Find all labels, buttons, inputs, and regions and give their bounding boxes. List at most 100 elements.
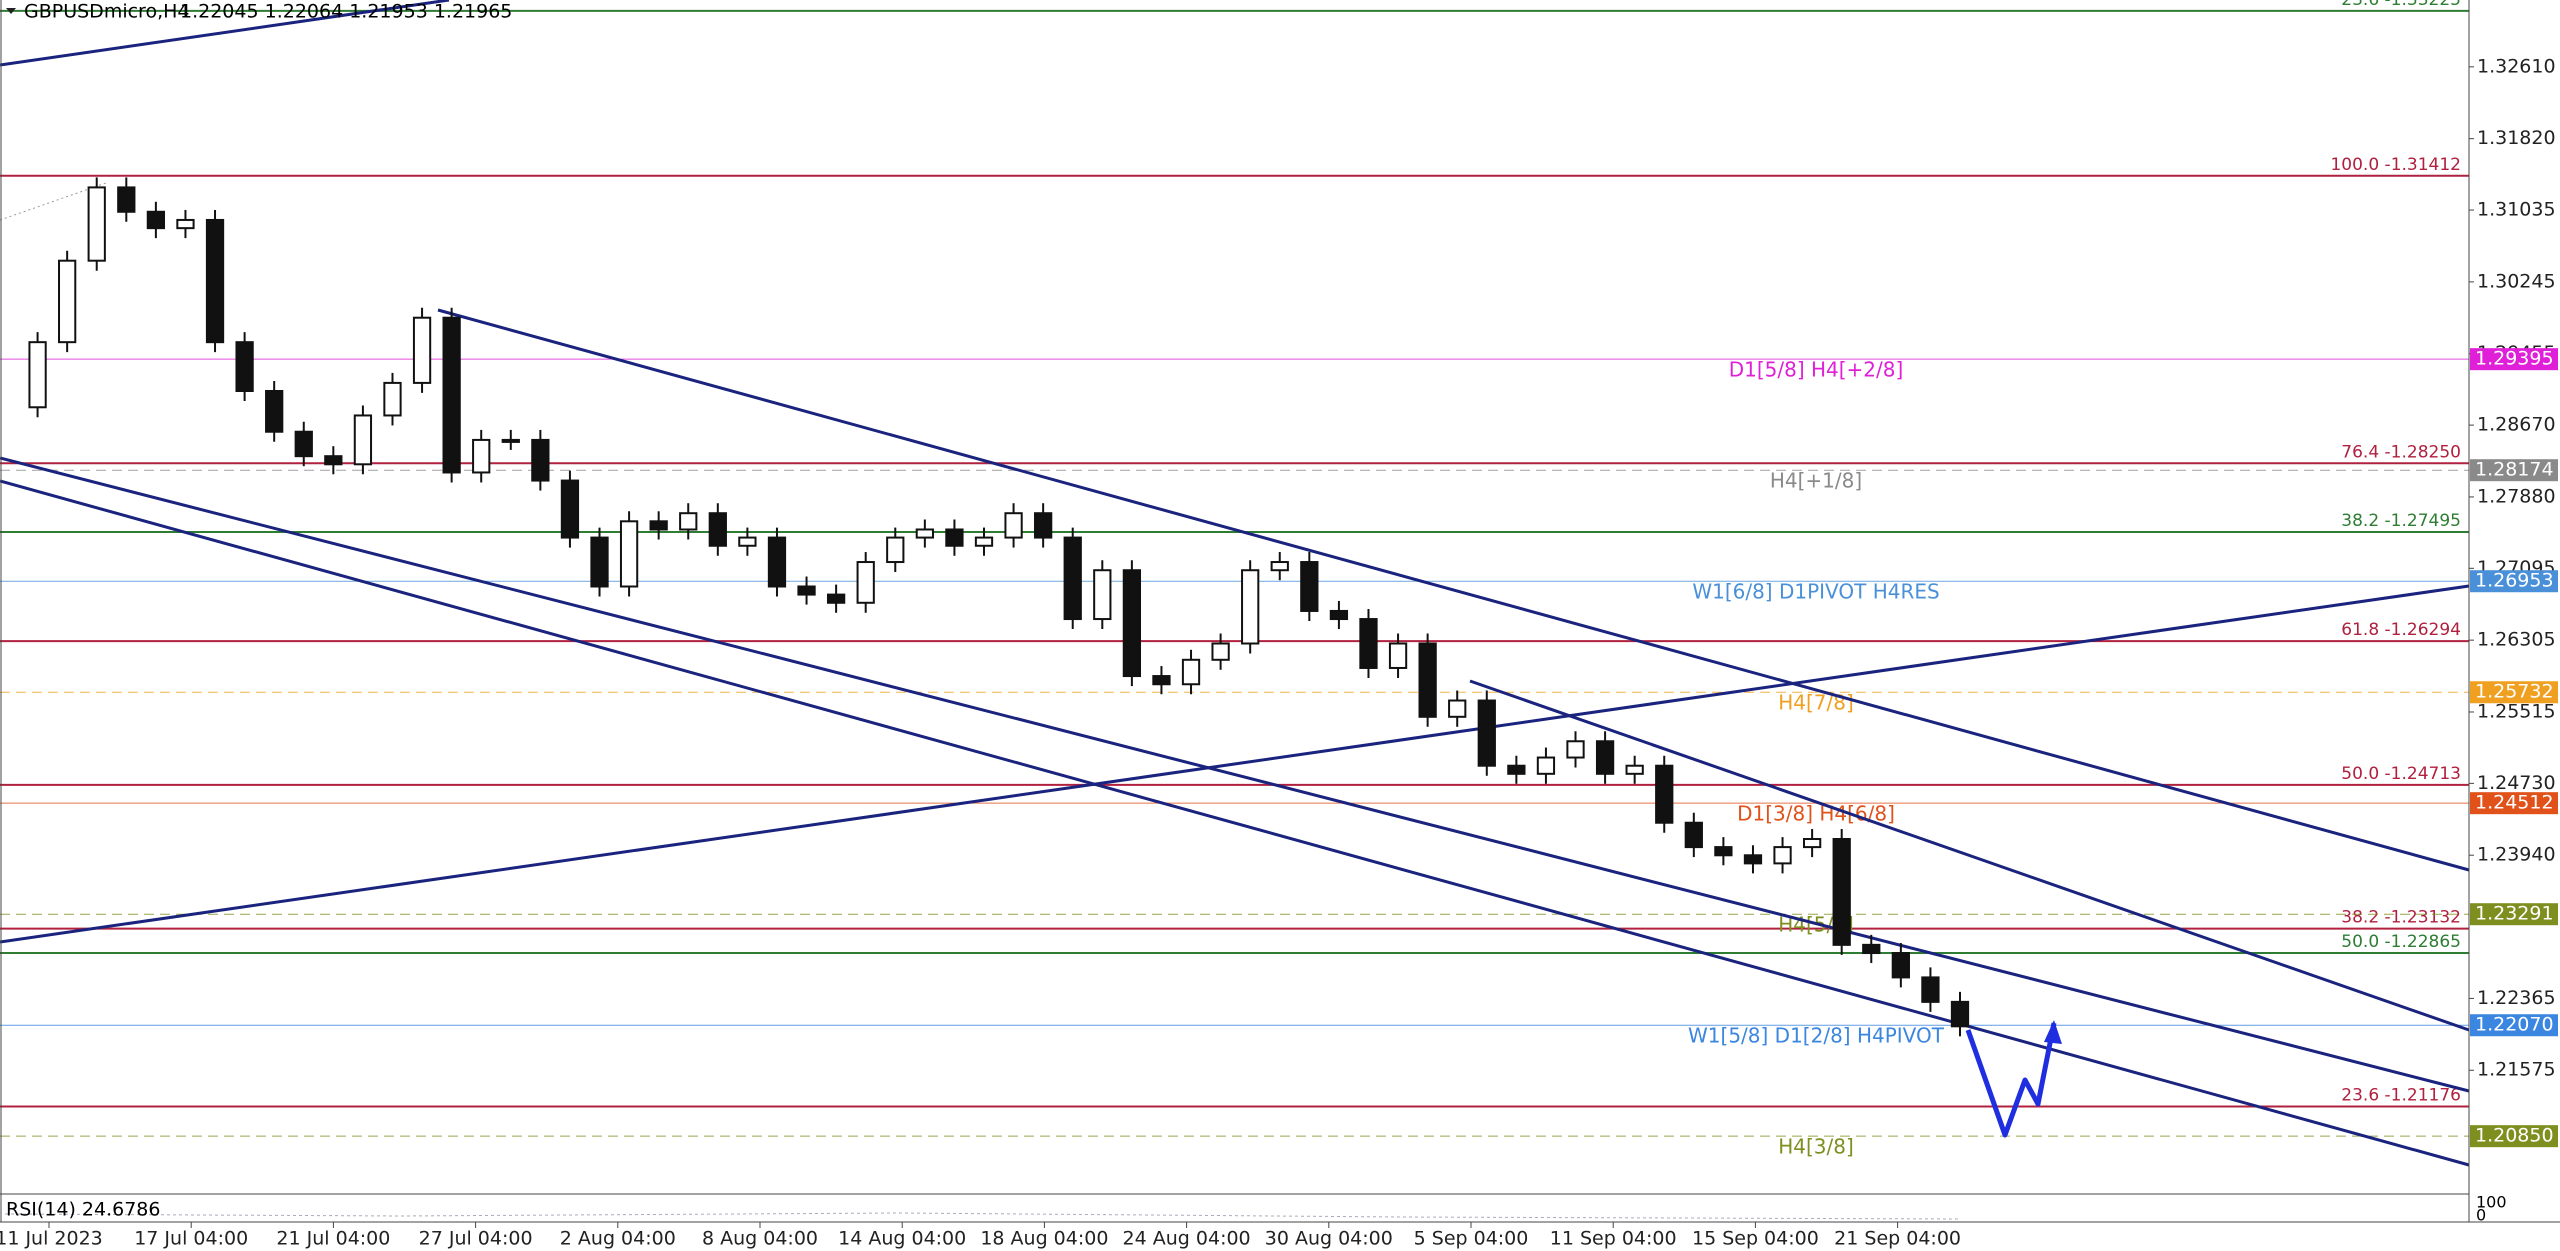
candle-body [383,381,402,417]
price-tag [2470,681,2558,704]
candle-body [324,455,343,466]
candle-body [1270,561,1289,572]
price-tag-label: 1.23291 [2475,903,2554,925]
date-label: 2 Aug 04:00 [560,1228,676,1250]
candle-body [1507,764,1526,775]
date-label: 21 Sep 04:00 [1834,1228,1961,1250]
price-tick-label: 1.28670 [2477,414,2556,436]
forecast-arrow [1965,1020,2062,1138]
candle-body [1211,642,1230,661]
price-tag [2470,792,2558,815]
candle-body [945,528,964,547]
candle-body [1891,952,1910,979]
fib-level-label: 38.2 -1.23132 [2341,908,2461,928]
candle-body [1625,764,1644,775]
candle-body [58,259,77,344]
price-tick-label: 1.32610 [2477,55,2556,77]
price-tag [2470,348,2558,371]
channel-line [0,456,2470,1093]
date-label: 15 Sep 04:00 [1692,1228,1819,1250]
price-tag [2470,1014,2558,1037]
candle-body [1181,658,1201,686]
price-tick-label: 1.21575 [2477,1059,2556,1081]
price-tick-label: 1.31035 [2477,199,2556,221]
date-label: 14 Aug 04:00 [838,1228,966,1250]
date-label: 21 Jul 04:00 [276,1228,390,1250]
menu-triangle[interactable] [6,8,16,14]
candle-body [1536,756,1556,775]
price-tag-label: 1.28174 [2475,459,2554,481]
murrey-level-name: W1[6/8] D1PIVOT H4RES [1692,580,1939,604]
price-tag-label: 1.20850 [2475,1125,2554,1147]
rsi-axis-label: 100 [2476,1193,2507,1212]
levels: 23.6 -1.33225 100.0 -1.31412 76.4 -1.28250… [0,0,2469,1159]
candle-body [708,512,727,547]
candle-body [619,520,639,588]
channel-line [0,479,2470,1167]
candle-body [1122,569,1142,678]
candle-body [915,528,934,539]
date-label: 27 Jul 04:00 [419,1228,533,1250]
candle-body [1921,976,1940,1003]
candle-body [176,218,195,230]
date-label: 30 Aug 04:00 [1265,1228,1393,1250]
candle-body [1595,740,1615,775]
candle-body [472,438,491,474]
fib-level-label: 38.2 -1.27495 [2341,511,2461,531]
candle-body [1300,561,1319,612]
price-tag-label: 1.26953 [2475,570,2554,592]
ohlc-label: 1.22045 1.22064 1.21953 1.21965 [180,1,512,23]
candle-body [531,438,550,482]
date-label: 11 Jul 2023 [0,1228,103,1250]
fib-level-label: 50.0 -1.24713 [2341,764,2461,784]
candle-body [1418,642,1437,718]
candle-body [679,512,698,531]
candle-body [1862,943,1881,955]
trend-line [0,584,2470,944]
price-tag [2470,1125,2558,1148]
murrey-level-name: D1[5/8] H4[+2/8] [1729,358,1904,382]
date-label: 5 Sep 04:00 [1414,1228,1529,1250]
price-tag-label: 1.24512 [2475,792,2554,814]
candles [28,177,1970,1037]
murrey-level-name: W1[5/8] D1[2/8] H4PIVOT [1688,1024,1945,1048]
time-axis: 11 Jul 2023 17 Jul 04:00 21 Jul 04:00 27 Ju… [0,1222,1961,1250]
candle-body [1477,699,1496,767]
price-tag-label: 1.22070 [2475,1014,2554,1036]
fib-level-label: 50.0 -1.22865 [2341,932,2461,952]
candle-body [1388,642,1408,669]
price-tick-label: 1.31820 [2477,127,2556,149]
candle-body [1802,838,1822,849]
price-axis-bg [2470,0,2560,1251]
candle-body [1773,846,1792,865]
candle-body [886,536,905,564]
fib-level-label: 76.4 -1.28250 [2341,442,2461,462]
candle-body [767,536,787,588]
fib-level-label: 61.8 -1.26294 [2341,620,2461,640]
price-tick-label: 1.27880 [2477,485,2556,507]
date-label: 8 Aug 04:00 [702,1228,818,1250]
candle-body [294,430,313,458]
rsi-axis-label: 0 [2476,1206,2486,1225]
candle-body [738,536,757,547]
candle-body [442,316,461,474]
price-tick-label: 1.30245 [2477,270,2556,292]
channel-line [437,308,2470,872]
candle-body [1684,821,1703,849]
candle-body [117,186,136,213]
price-tick-label: 1.26305 [2477,629,2556,651]
channel-line [1469,679,2470,1032]
candle-body [205,218,225,344]
candle-body [856,561,875,604]
candle-body [353,414,373,466]
candle-body [1714,846,1733,857]
candle-body [1359,618,1378,669]
fib-level-label: 100.0 -1.31412 [2330,155,2461,175]
murrey-level-name: H4[+1/8] [1770,469,1862,493]
candle-body [28,341,47,409]
candle-body [797,585,816,596]
date-label: 24 Aug 04:00 [1123,1228,1251,1250]
candle-body [1093,569,1112,621]
